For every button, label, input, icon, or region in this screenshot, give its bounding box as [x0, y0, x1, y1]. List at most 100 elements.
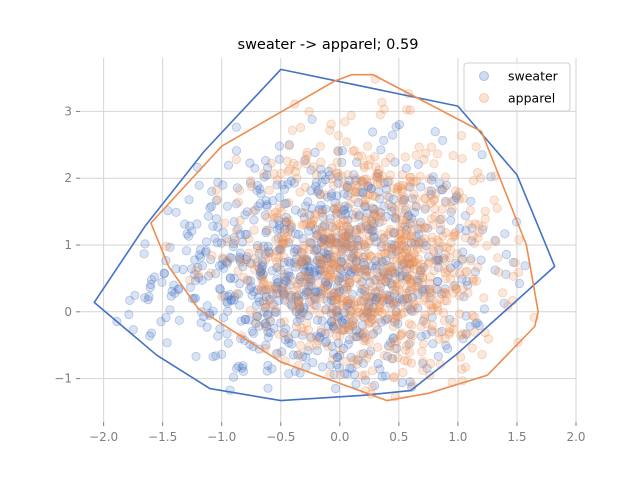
scatter-point: [388, 373, 399, 383]
scatter-point: [351, 207, 362, 217]
scatter-point: [306, 165, 316, 175]
scatter-point: [436, 225, 446, 235]
scatter-point: [273, 277, 283, 287]
scatter-point: [331, 307, 342, 317]
scatter-point: [338, 343, 349, 354]
scatter-point: [407, 213, 417, 223]
scatter-point: [407, 284, 417, 294]
scatter-point: [201, 246, 211, 256]
scatter-point: [228, 239, 239, 249]
scatter-point: [261, 196, 271, 206]
scatter-point: [358, 197, 368, 207]
scatter-point: [356, 222, 366, 232]
scatter-point: [327, 304, 337, 314]
scatter-point: [340, 244, 350, 254]
scatter-point: [379, 274, 389, 284]
scatter-point: [394, 245, 404, 255]
scatter-point: [264, 295, 275, 306]
scatter-point: [376, 294, 386, 304]
scatter-point: [363, 313, 373, 323]
scatter-point: [440, 227, 451, 238]
scatter-point: [412, 281, 422, 291]
scatter-point: [321, 305, 331, 315]
scatter-point: [265, 327, 275, 338]
scatter-point: [208, 306, 218, 316]
scatter-point: [356, 331, 366, 341]
scatter-point: [226, 295, 236, 305]
scatter-point: [313, 185, 324, 195]
scatter-point: [258, 269, 268, 280]
scatter-point: [210, 233, 220, 243]
scatter-point: [279, 327, 289, 338]
scatter-point: [284, 290, 294, 300]
scatter-point: [325, 238, 335, 249]
scatter-point: [407, 194, 417, 204]
scatter-point: [392, 343, 402, 354]
scatter-point: [297, 256, 308, 266]
scatter-point: [351, 157, 362, 167]
scatter-point: [364, 337, 374, 347]
scatter-point: [405, 259, 415, 269]
scatter-point: [397, 194, 407, 204]
scatter-point: [476, 255, 486, 265]
scatter-point: [292, 161, 302, 171]
scatter-point: [235, 252, 245, 262]
scatter-point: [357, 371, 367, 381]
scatter-point: [345, 311, 355, 321]
scatter-point: [309, 213, 319, 223]
scatter-point: [309, 267, 319, 277]
scatter-point: [272, 225, 282, 235]
scatter-point: [279, 289, 290, 299]
scatter-point: [318, 234, 329, 244]
scatter-point: [281, 272, 291, 282]
scatter-point: [427, 232, 437, 242]
scatter-point: [339, 285, 349, 295]
scatter-point: [405, 182, 415, 192]
scatter-point: [384, 199, 394, 210]
scatter-point: [397, 170, 407, 180]
scatter-point: [369, 275, 379, 285]
scatter-point: [358, 188, 368, 198]
scatter-point: [448, 151, 458, 161]
scatter-point: [320, 276, 330, 287]
scatter-point: [412, 275, 422, 285]
scatter-point: [404, 253, 415, 263]
scatter-point: [323, 321, 333, 331]
scatter-point: [420, 222, 430, 232]
scatter-point: [314, 225, 324, 235]
scatter-point: [326, 269, 336, 279]
scatter-point: [362, 308, 373, 318]
scatter-point: [260, 302, 271, 313]
scatter-point: [396, 226, 406, 236]
x-tick-label: −0.5: [266, 430, 295, 444]
scatter-point: [349, 355, 359, 365]
scatter-point: [256, 285, 266, 295]
scatter-point: [319, 238, 330, 248]
scatter-point: [254, 321, 264, 331]
scatter-point: [344, 335, 354, 345]
scatter-point: [331, 295, 341, 305]
scatter-point: [246, 176, 256, 186]
scatter-point: [370, 192, 380, 202]
scatter-point: [409, 249, 420, 259]
scatter-point: [375, 282, 385, 292]
scatter-point: [380, 157, 390, 167]
scatter-point: [270, 253, 281, 263]
scatter-point: [316, 325, 326, 335]
scatter-point: [331, 208, 341, 218]
scatter-point: [383, 177, 393, 187]
scatter-point: [499, 298, 509, 308]
scatter-point: [362, 264, 372, 274]
scatter-point: [446, 237, 456, 248]
scatter-point: [303, 287, 313, 297]
scatter-point: [262, 366, 272, 376]
scatter-point: [333, 146, 344, 156]
scatter-point: [279, 295, 290, 305]
scatter-point: [440, 284, 450, 294]
scatter-point: [349, 244, 359, 254]
scatter-point: [311, 245, 322, 255]
scatter-point: [286, 220, 296, 230]
scatter-point: [435, 294, 445, 304]
scatter-point: [440, 250, 450, 260]
scatter-point: [353, 198, 364, 208]
